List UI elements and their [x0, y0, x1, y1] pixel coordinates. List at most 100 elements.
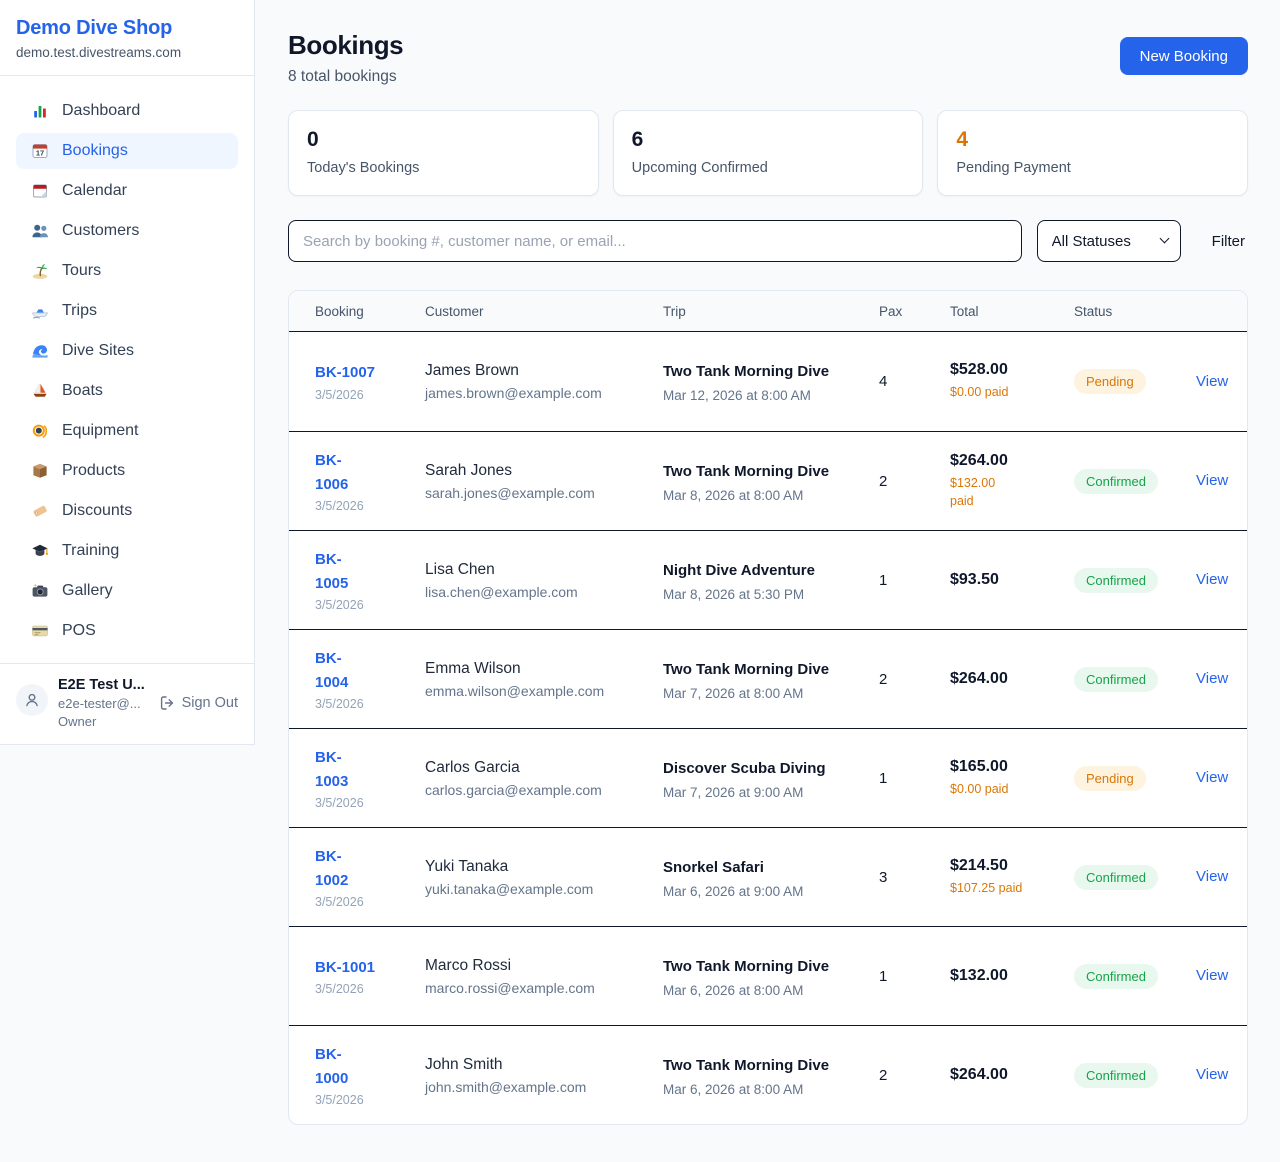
total-paid: $132.00 paid: [950, 475, 996, 508]
sidebar-item-dive-sites[interactable]: Dive Sites: [16, 333, 238, 369]
status-badge: Confirmed: [1074, 963, 1158, 989]
pax-cell: 3: [879, 868, 888, 886]
view-link[interactable]: View: [1196, 372, 1229, 390]
booking-date: 3/5/2026: [315, 1092, 364, 1107]
sidebar-item-dashboard[interactable]: Dashboard: [16, 93, 238, 129]
camera-icon: [31, 582, 49, 600]
view-link[interactable]: View: [1196, 670, 1229, 687]
brand-domain: demo.test.divestreams.com: [16, 45, 182, 60]
speedboat-icon: [31, 302, 49, 320]
sign-out-label: Sign Out: [181, 695, 238, 711]
sidebar-item-pos[interactable]: POS: [16, 613, 238, 649]
package-icon: [31, 462, 49, 480]
table-row: BK-1001 3/5/2026 Marco Rossi marco.rossi…: [289, 926, 1247, 1025]
trip-name: Two Tank Morning Dive: [663, 957, 830, 975]
customer-name: John Smith: [425, 1055, 503, 1073]
filter-button[interactable]: Filter: [1211, 232, 1245, 250]
trip-cell: Night Dive Adventure Mar 8, 2026 at 5:30…: [663, 559, 879, 602]
booking-link[interactable]: BK- 1006: [315, 452, 349, 493]
booking-link[interactable]: BK-1001: [315, 958, 376, 976]
tag-icon: [31, 502, 49, 520]
booking-date: 3/5/2026: [315, 982, 364, 997]
calendar-icon: [31, 142, 49, 160]
search-input[interactable]: [288, 220, 1022, 262]
total-amount: $165.00: [950, 757, 1008, 775]
tear-off-calendar-icon: [31, 182, 49, 200]
view-cell: View: [1196, 868, 1228, 886]
sidebar-item-training[interactable]: Training: [16, 533, 238, 569]
booking-link[interactable]: BK- 1000: [315, 1046, 349, 1087]
booking-link[interactable]: BK- 1002: [315, 848, 349, 889]
new-booking-button[interactable]: New Booking: [1119, 37, 1248, 75]
table-row: BK- 1003 3/5/2026 Carlos Garcia carlos.ga…: [289, 728, 1247, 827]
booking-link[interactable]: BK-1007: [315, 364, 376, 382]
table-row: BK- 1000 3/5/2026 John Smith john.smith@e…: [289, 1025, 1247, 1124]
page-title: Bookings: [288, 30, 404, 60]
status-select[interactable]: All Statuses: [1036, 220, 1181, 262]
view-cell: View: [1196, 769, 1228, 787]
stat-value: 0: [307, 128, 319, 151]
booking-link[interactable]: BK- 1004: [315, 650, 349, 691]
view-link[interactable]: View: [1196, 967, 1229, 984]
customer-email: lisa.chen@example.com: [425, 583, 578, 600]
sidebar-item-label: Tours: [62, 262, 102, 279]
sidebar-item-products[interactable]: Products: [16, 453, 238, 489]
view-link[interactable]: View: [1196, 868, 1229, 885]
customer-name: Sarah Jones: [425, 461, 513, 479]
sidebar-item-tours[interactable]: Tours: [16, 253, 238, 289]
view-link[interactable]: View: [1196, 1066, 1229, 1083]
total-paid: $0.00 paid: [950, 385, 1009, 400]
trip-time: Mar 6, 2026 at 8:00 AM: [663, 1081, 804, 1097]
sign-out-button[interactable]: Sign Out: [158, 694, 238, 712]
sidebar-item-label: Calendar: [62, 182, 127, 199]
customer-name: Lisa Chen: [425, 560, 495, 578]
dive-mask-icon: [31, 422, 49, 440]
status-cell: Pending: [1074, 369, 1196, 394]
trip-name: Two Tank Morning Dive: [663, 363, 830, 380]
sidebar-item-customers[interactable]: Customers: [16, 213, 238, 249]
total-amount: $214.50: [950, 856, 1008, 874]
sidebar-item-label: Customers: [62, 222, 140, 239]
sidebar-item-bookings[interactable]: Bookings: [16, 133, 238, 169]
view-cell: View: [1196, 472, 1228, 490]
user-role: Owner: [58, 714, 97, 729]
customer-cell: Marco Rossi marco.rossi@example.com: [425, 957, 663, 996]
trip-cell: Snorkel Safari Mar 6, 2026 at 9:00 AM: [663, 856, 879, 899]
user-name: E2E Test U...: [58, 677, 145, 693]
sidebar-item-equipment[interactable]: Equipment: [16, 413, 238, 449]
customer-name: Carlos Garcia: [425, 758, 520, 776]
trip-name: Two Tank Morning Dive: [663, 462, 830, 480]
booking-link[interactable]: BK- 1005: [315, 551, 349, 592]
sidebar-item-calendar[interactable]: Calendar: [16, 173, 238, 209]
column-header-booking: Booking: [315, 303, 364, 319]
column-header-trip: Trip: [663, 303, 686, 319]
view-link[interactable]: View: [1196, 769, 1229, 786]
customer-name: Marco Rossi: [425, 956, 512, 974]
stat-label: Upcoming Confirmed: [631, 160, 768, 176]
avatar: [16, 684, 48, 716]
view-cell: View: [1196, 373, 1228, 391]
trip-name: Discover Scuba Diving: [663, 759, 826, 777]
credit-card-icon: [31, 622, 49, 640]
sidebar-item-discounts[interactable]: Discounts: [16, 493, 238, 529]
trip-name: Two Tank Morning Dive: [663, 660, 830, 678]
customer-name: James Brown: [425, 362, 519, 379]
sidebar-item-boats[interactable]: Boats: [16, 373, 238, 409]
view-link[interactable]: View: [1196, 472, 1229, 489]
trip-time: Mar 7, 2026 at 8:00 AM: [663, 685, 804, 701]
trip-name: Night Dive Adventure: [663, 561, 815, 579]
sidebar-item-label: Boats: [62, 382, 103, 399]
people-icon: [31, 222, 49, 240]
booking-cell: BK- 1003 3/5/2026: [315, 746, 425, 810]
customer-email: james.brown@example.com: [425, 385, 602, 401]
sidebar-item-trips[interactable]: Trips: [16, 293, 238, 329]
status-cell: Confirmed: [1074, 666, 1196, 692]
user-meta: E2E Test U... e2e-tester@... Owner: [58, 677, 145, 729]
sidebar-item-label: Discounts: [62, 502, 133, 519]
bar-chart-icon: [31, 102, 49, 120]
booking-link[interactable]: BK- 1003: [315, 749, 349, 790]
view-link[interactable]: View: [1196, 571, 1229, 588]
sidebar-item-gallery[interactable]: Gallery: [16, 573, 238, 609]
booking-cell: BK- 1000 3/5/2026: [315, 1043, 425, 1107]
trip-time: Mar 6, 2026 at 9:00 AM: [663, 883, 804, 899]
